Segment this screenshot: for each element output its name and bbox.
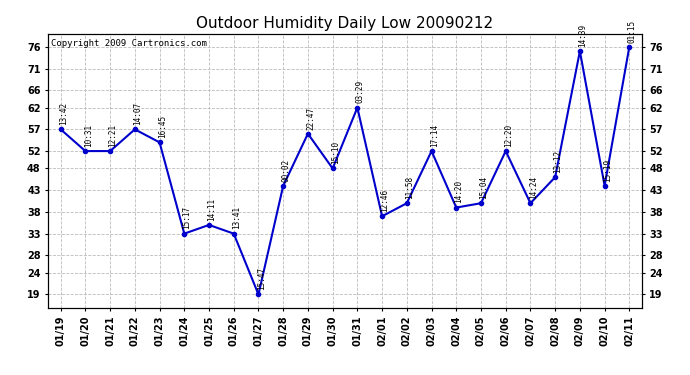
- Text: 12:20: 12:20: [504, 124, 513, 147]
- Text: 10:31: 10:31: [83, 124, 92, 147]
- Text: 13:12: 13:12: [553, 150, 562, 173]
- Text: 14:11: 14:11: [207, 198, 216, 221]
- Text: 15:04: 15:04: [480, 176, 489, 199]
- Text: 14:07: 14:07: [133, 102, 142, 125]
- Text: 11:58: 11:58: [405, 176, 414, 199]
- Title: Outdoor Humidity Daily Low 20090212: Outdoor Humidity Daily Low 20090212: [197, 16, 493, 31]
- Text: 15:47: 15:47: [257, 267, 266, 290]
- Text: 14:20: 14:20: [455, 180, 464, 203]
- Text: 12:46: 12:46: [380, 189, 389, 212]
- Text: Copyright 2009 Cartronics.com: Copyright 2009 Cartronics.com: [51, 39, 207, 48]
- Text: 15:10: 15:10: [331, 141, 340, 164]
- Text: 00:02: 00:02: [282, 159, 290, 182]
- Text: 13:42: 13:42: [59, 102, 68, 125]
- Text: 12:21: 12:21: [108, 124, 117, 147]
- Text: 22:47: 22:47: [306, 106, 315, 129]
- Text: 16:45: 16:45: [158, 115, 167, 138]
- Text: 17:14: 17:14: [430, 124, 439, 147]
- Text: 01:15: 01:15: [628, 20, 637, 43]
- Text: 13:41: 13:41: [232, 206, 241, 230]
- Text: 14:24: 14:24: [529, 176, 538, 199]
- Text: 03:29: 03:29: [355, 80, 364, 104]
- Text: 15:17: 15:17: [183, 206, 192, 230]
- Text: 15:19: 15:19: [603, 159, 612, 182]
- Text: 14:39: 14:39: [578, 24, 587, 47]
